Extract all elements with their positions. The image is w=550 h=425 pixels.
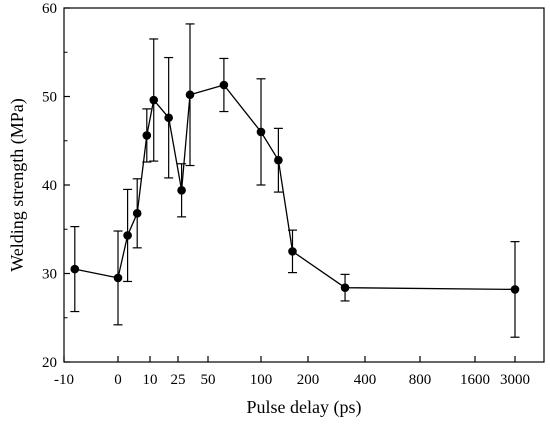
data-point xyxy=(132,209,142,218)
x-tick-label: 25 xyxy=(171,372,186,388)
data-point xyxy=(70,264,80,274)
x-tick-label: 10 xyxy=(143,372,158,388)
series-layer xyxy=(70,23,520,338)
y-axis-label: Welding strength (MPa) xyxy=(7,98,28,272)
x-axis-label: Pulse delay (ps) xyxy=(247,397,362,418)
x-tick-label: 1600 xyxy=(460,372,490,388)
data-point xyxy=(288,247,297,256)
y-tick-label: 40 xyxy=(42,178,57,194)
data-point xyxy=(256,127,266,137)
plot-frame xyxy=(63,7,545,363)
x-tick-label: 50 xyxy=(201,372,216,388)
x-tick-label: 3000 xyxy=(500,372,530,388)
y-tick-label: 20 xyxy=(42,355,57,371)
data-point xyxy=(149,95,159,105)
x-tick-label: 100 xyxy=(250,372,273,388)
y-tick-label: 60 xyxy=(42,1,57,17)
data-point xyxy=(340,283,350,292)
x-tick-label: -10 xyxy=(54,372,74,388)
x-tick-label: 0 xyxy=(114,372,122,388)
y-tick-label: 50 xyxy=(42,90,57,106)
x-axis: -10 0 10 25 50 100 200 400 800 1600 3000 xyxy=(54,356,530,388)
data-point xyxy=(142,131,152,140)
data-point xyxy=(164,113,173,123)
data-point xyxy=(219,80,229,90)
x-tick-label: 200 xyxy=(297,372,320,388)
x-tick-label: 800 xyxy=(409,372,432,388)
data-point xyxy=(185,90,195,100)
y-axis: 20 30 40 50 60 xyxy=(42,1,70,371)
series-line xyxy=(74,84,516,291)
data-point xyxy=(274,155,283,165)
data-point xyxy=(510,285,520,294)
data-point xyxy=(177,186,186,195)
x-tick-label: 400 xyxy=(354,372,377,388)
data-point xyxy=(123,231,132,240)
y-tick-label: 30 xyxy=(42,267,57,283)
data-point xyxy=(113,273,123,283)
